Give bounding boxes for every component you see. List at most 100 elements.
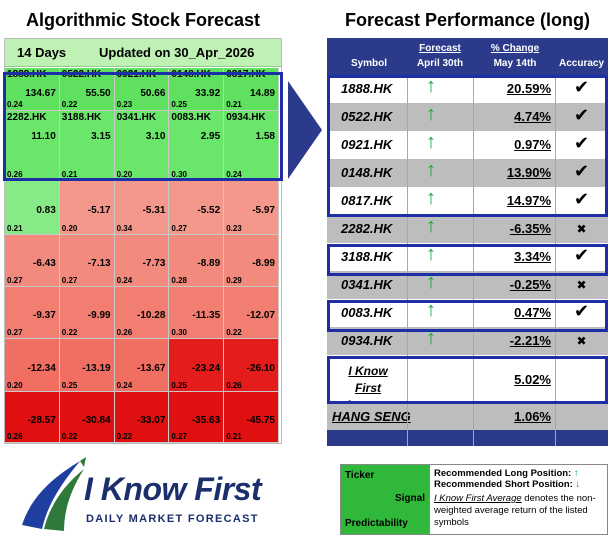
heatmap-cell: -5.97 0.23 <box>224 181 279 235</box>
forecast-up-arrow-icon: ↑ <box>426 327 436 349</box>
table-row: 0921.HK ↑ 0.97% ✔ <box>327 131 608 159</box>
heatmap-cell: -8.89 0.28 <box>169 235 225 287</box>
legend-long-label: Recommended Long Position: <box>434 468 572 479</box>
heatmap-cell: -5.17 0.20 <box>59 181 115 235</box>
cell-predictability: 0.26 <box>116 328 133 337</box>
cell-signal: -5.97 <box>252 205 275 216</box>
cell-predictability: 0.34 <box>116 224 133 233</box>
forecast-up-arrow-icon: ↑ <box>426 75 436 97</box>
heatmap-cell: 0083.HK 2.95 0.30 <box>169 111 225 181</box>
logo-swoosh-icon <box>22 457 86 531</box>
cell-predictability: 0.22 <box>61 100 78 109</box>
row-change: 0.97% <box>514 137 551 152</box>
cell-predictability: 0.26 <box>7 170 23 179</box>
row-symbol: 0341.HK <box>341 277 393 292</box>
cell-signal: 2.95 <box>200 131 221 142</box>
legend-short-label: Recommended Short Position: <box>434 479 573 490</box>
cell-signal: 3.15 <box>91 131 111 142</box>
row-change: -2.21% <box>509 333 551 348</box>
row-change: 4.74% <box>514 109 551 124</box>
cell-signal: 55.50 <box>85 88 111 99</box>
cross-icon: ✖ <box>576 334 587 348</box>
forecast-up-arrow-icon: ↑ <box>426 131 436 153</box>
cross-icon: ✖ <box>576 278 587 292</box>
cell-signal: 0.83 <box>36 205 56 216</box>
checkmark-icon: ✔ <box>573 77 590 97</box>
heatmap-cell: -11.35 0.30 <box>169 287 225 339</box>
cell-signal: -23.24 <box>191 363 221 374</box>
cell-predictability: 0.24 <box>116 381 133 390</box>
cell-signal: -12.34 <box>27 363 56 374</box>
legend-predictability: Predictability <box>345 518 408 529</box>
cell-predictability: 0.25 <box>171 100 187 109</box>
cell-signal: 14.89 <box>249 88 275 99</box>
long-position-highlight <box>327 244 608 276</box>
cell-signal: 50.66 <box>140 88 166 99</box>
cell-predictability: 0.26 <box>7 432 23 441</box>
updated-date: Updated on 30_Apr_2026 <box>99 45 255 60</box>
cell-signal: 11.10 <box>31 131 56 142</box>
long-positions-highlight <box>327 75 608 217</box>
cell-signal: -13.19 <box>82 363 111 374</box>
cell-predictability: 0.26 <box>226 381 242 390</box>
cell-symbol: 3188.HK <box>61 112 102 123</box>
cell-predictability: 0.24 <box>226 170 242 179</box>
cell-predictability: 0.25 <box>61 381 78 390</box>
heatmap-cell: -30.84 0.22 <box>59 392 115 443</box>
heatmap-cell: -45.75 0.21 <box>224 392 279 443</box>
row-change: 0.47% <box>514 305 551 320</box>
cell-signal: -9.99 <box>87 310 111 321</box>
forecast-up-arrow-icon: ↑ <box>426 271 436 293</box>
heatmap-cell: -12.07 0.22 <box>224 287 279 339</box>
long-arrow-icon: ↑ <box>573 468 579 479</box>
cell-predictability: 0.21 <box>226 432 242 441</box>
heatmap-cell: 0.83 0.21 <box>5 181 60 235</box>
cell-signal: 1.58 <box>255 131 275 142</box>
checkmark-icon: ✔ <box>573 189 590 209</box>
row-change: 13.90% <box>506 165 551 180</box>
table-row: 2282.HK ↑ -6.35% ✖ <box>327 215 608 243</box>
legend-long-line: Recommended Long Position: ↑ <box>434 468 606 479</box>
table-row: 0083.HK ↑ 0.47% ✔ <box>327 299 608 327</box>
cell-signal: -33.07 <box>137 415 166 426</box>
cell-signal: 33.92 <box>195 88 221 99</box>
header-change-date: May 14th <box>493 58 537 69</box>
heatmap-cell: -5.52 0.27 <box>169 181 225 235</box>
heatmap-header: 14 Days Updated on 30_Apr_2026 <box>5 39 281 67</box>
header-forecast-date: April 30th <box>416 58 464 69</box>
row-symbol: 2282.HK <box>341 221 393 236</box>
legend-ticker: Ticker <box>345 470 375 481</box>
logo-tagline: Daily Market Forecast <box>86 513 259 525</box>
heatmap-cell: -12.34 0.20 <box>5 339 60 392</box>
table-row: 0148.HK ↑ 13.90% ✔ <box>327 159 608 187</box>
cell-signal: -5.52 <box>197 205 221 216</box>
heatmap-cell: -13.19 0.25 <box>59 339 115 392</box>
average-highlight <box>327 356 608 404</box>
cell-predictability: 0.27 <box>171 432 187 441</box>
row-change: -6.35% <box>509 221 551 236</box>
checkmark-icon: ✔ <box>573 245 590 265</box>
index-value: 1.06% <box>514 409 551 424</box>
average-value: 5.02% <box>514 372 551 387</box>
left-title: Algorithmic Stock Forecast <box>25 10 261 30</box>
column-divider <box>473 75 474 446</box>
heatmap-cell: -9.37 0.27 <box>5 287 60 339</box>
table-row: 3188.HK ↑ 3.34% ✔ <box>327 243 608 271</box>
cell-signal: -26.10 <box>246 363 275 374</box>
cell-predictability: 0.25 <box>171 381 187 390</box>
cell-symbol: 0934.HK <box>226 112 266 123</box>
cell-signal: -35.63 <box>191 415 221 426</box>
cell-predictability: 0.30 <box>171 328 187 337</box>
cell-signal: -7.73 <box>142 258 166 269</box>
cell-predictability: 0.28 <box>171 276 187 285</box>
cell-signal: -30.84 <box>82 415 111 426</box>
header-accuracy: Accuracy <box>558 58 605 69</box>
cell-signal: -8.89 <box>197 258 221 269</box>
table-row: 0522.HK ↑ 4.74% ✔ <box>327 103 608 131</box>
legend-note-average: I Know First Average <box>434 493 522 504</box>
index-label: HANG SENG <box>332 409 411 424</box>
row-symbol: 0817.HK <box>341 193 393 208</box>
heatmap-cell: 0934.HK 1.58 0.24 <box>224 111 279 181</box>
cell-signal: -8.99 <box>252 258 275 269</box>
checkmark-icon: ✔ <box>573 133 590 153</box>
